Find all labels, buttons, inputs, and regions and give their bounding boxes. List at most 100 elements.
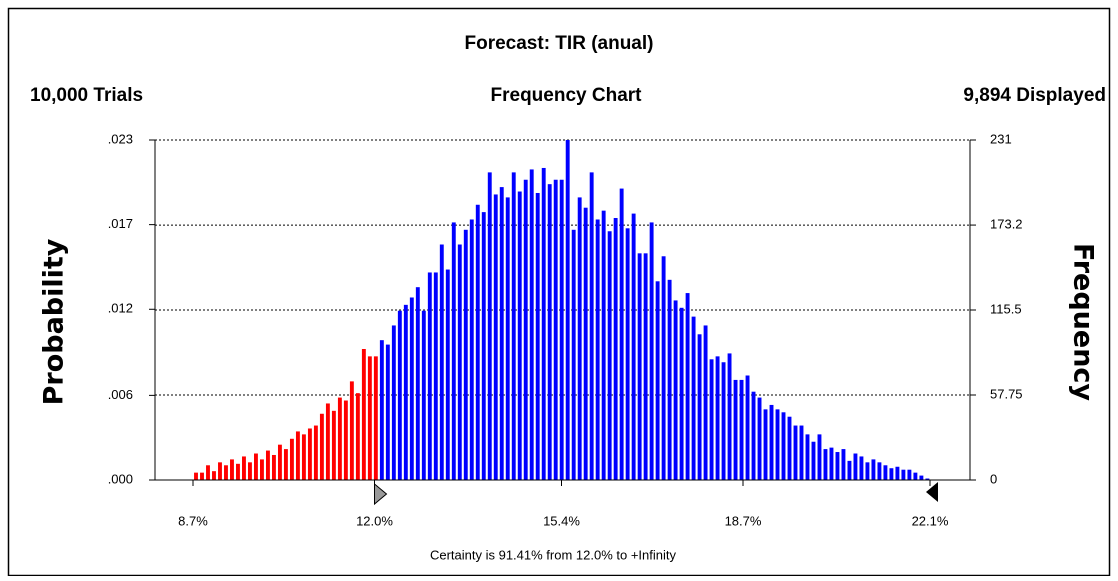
displayed-label: 9,894 Displayed [963,85,1106,106]
bar [907,469,912,480]
bar [817,434,822,480]
bar [631,213,636,480]
bar [787,416,792,480]
bar [337,397,342,480]
bar [625,228,630,480]
y-tick-label: .017 [108,216,133,231]
bar [709,359,714,480]
bar [200,472,204,480]
bar [313,425,318,480]
bar [433,272,438,480]
bar [859,456,864,480]
bar [637,253,642,480]
bar [661,256,666,480]
bar [607,231,612,480]
bar [613,218,618,480]
bar [463,229,468,480]
bar [589,172,594,480]
bar [823,449,828,480]
bar [523,179,528,480]
y2-axis-title: Frequency [1068,243,1099,401]
y2-tick-label: 231 [990,131,1012,146]
bar [445,269,450,480]
bar [919,475,924,480]
bar [469,219,474,480]
bar [655,281,660,480]
bar [601,210,606,480]
y-tick-label: .000 [108,471,133,486]
bar [499,187,504,481]
trials-label: 10,000 Trials [30,85,143,106]
bar [439,244,444,480]
bar [829,447,834,480]
x-tick-label: 12.0% [356,513,393,528]
bar [799,425,804,480]
bar [218,462,222,480]
bar [793,425,798,480]
bar [403,304,408,480]
bar [379,340,384,480]
bar [769,404,774,480]
bar [493,194,498,481]
bar [361,349,366,480]
bar [565,140,570,480]
bar [805,434,810,480]
bar [271,454,276,480]
bar [487,172,492,480]
bar [475,204,480,480]
bar [295,431,300,480]
bar [643,253,648,480]
bar [703,325,708,480]
bar [871,459,876,480]
bar [481,212,486,480]
bar [883,465,888,480]
bar [733,379,738,480]
bar [331,410,336,480]
bar [385,344,390,480]
bar [367,356,372,480]
y2-tick-label: 115.5 [990,301,1022,316]
bar [901,469,906,480]
bar [511,172,516,480]
bar [212,471,216,480]
bar [751,391,756,480]
bar [619,188,624,481]
y2-tick-label: 57.75 [990,386,1023,401]
bar [727,353,732,480]
bar [230,459,234,480]
y-tick-label: .006 [108,387,133,402]
bar [841,449,846,480]
bar [409,297,414,480]
bar [697,334,702,480]
bar [925,478,930,480]
bar [259,459,264,480]
bar [505,197,510,481]
bar [775,409,780,480]
bar [691,316,696,480]
bar [679,307,684,480]
y2-tick-label: 173.2 [990,217,1023,232]
bar [427,272,432,480]
bar [529,169,534,480]
bar [595,219,600,480]
bar [457,244,462,480]
bar [301,434,306,480]
y2-tick-label: 0 [990,471,997,486]
bar [895,466,900,480]
bar [835,452,840,480]
bar [559,179,564,480]
bar [391,325,396,480]
bar [667,279,672,480]
x-tick-label: 8.7% [178,513,208,528]
bar [397,310,402,480]
bar [673,300,678,480]
x-tick-label: 15.4% [543,513,580,528]
bar [865,462,870,480]
bar [547,184,552,481]
x-tick-label: 22.1% [912,513,949,528]
bar [421,310,426,480]
bar [451,222,456,480]
bar [373,356,378,480]
bar [577,197,582,481]
